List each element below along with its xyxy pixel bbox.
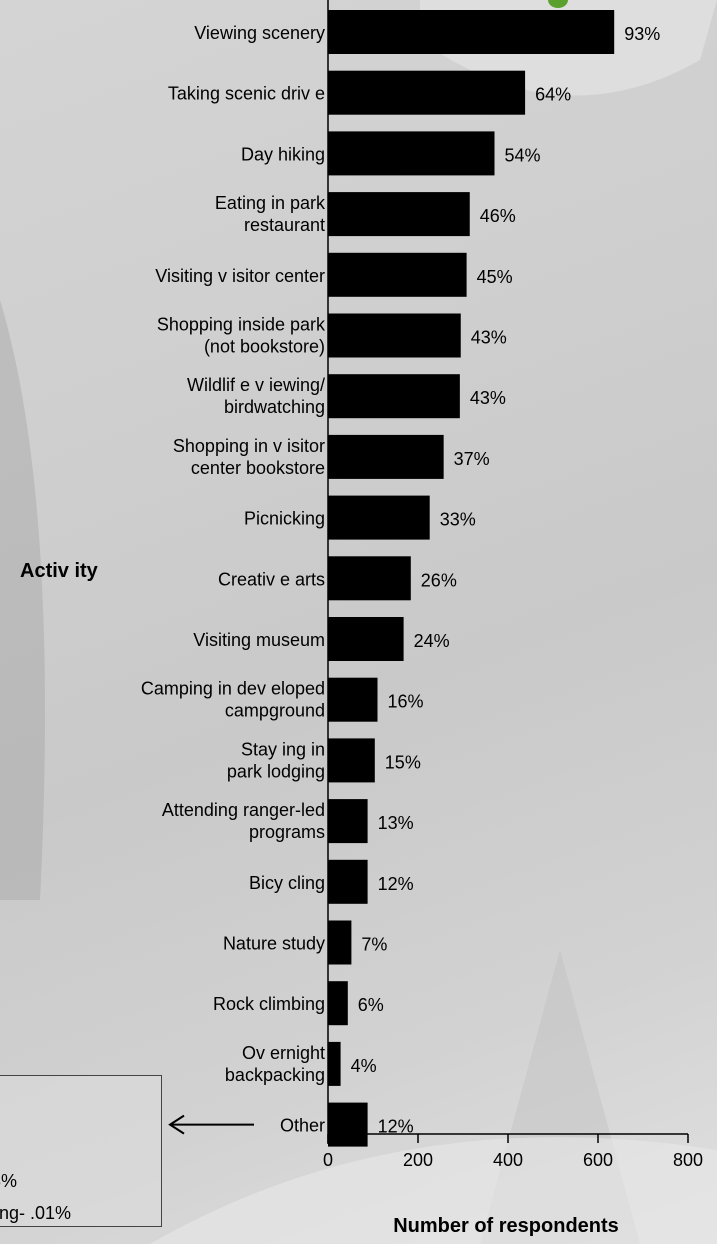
x-tick-label: 200 <box>403 1150 433 1170</box>
value-label: 37% <box>454 449 490 469</box>
bar <box>328 252 467 297</box>
category-label: Stay ing in park lodging <box>227 739 325 781</box>
bar <box>328 313 461 358</box>
bar <box>328 1041 341 1086</box>
bar <box>328 738 375 783</box>
bar <box>328 495 430 540</box>
value-label: 24% <box>414 631 450 651</box>
bar <box>328 859 368 904</box>
bar <box>328 10 615 54</box>
value-label: 43% <box>471 328 507 348</box>
category-label: Shopping inside park (not bookstore) <box>157 315 326 357</box>
value-label: 13% <box>378 813 414 833</box>
bar <box>328 556 411 601</box>
y-axis-title: Activ ity <box>20 560 99 582</box>
bar <box>328 131 495 176</box>
note-line: iding- .01% <box>0 1203 72 1223</box>
value-label: 4% <box>351 1056 377 1076</box>
category-label: Creativ e arts <box>218 569 325 589</box>
value-label: 15% <box>385 752 421 772</box>
x-axis-title: Number of respondents <box>393 1215 619 1237</box>
category-label: Rock climbing <box>213 994 325 1014</box>
value-label: 93% <box>624 24 660 44</box>
bar <box>328 1102 368 1147</box>
other-activities-note: % 03% iding- .01% <box>0 1075 162 1227</box>
bar <box>328 70 526 115</box>
bar <box>328 374 460 419</box>
category-label: Attending ranger-led programs <box>162 800 325 842</box>
note-line: 03% <box>0 1171 18 1191</box>
logo-mark <box>548 0 568 8</box>
x-tick-label: 400 <box>493 1150 523 1170</box>
category-label: Picnicking <box>244 509 325 529</box>
value-label: 6% <box>358 995 384 1015</box>
value-label: 43% <box>470 388 506 408</box>
category-label: Day hiking <box>241 144 325 164</box>
bar <box>328 920 352 965</box>
category-label: Nature study <box>223 934 325 954</box>
value-label: 7% <box>361 935 387 955</box>
category-label: Bicy cling <box>249 873 325 893</box>
x-tick-label: 600 <box>583 1150 613 1170</box>
arrow-head <box>168 1114 185 1135</box>
value-label: 54% <box>505 145 541 165</box>
x-tick-label: 800 <box>673 1150 703 1170</box>
bar <box>328 677 378 722</box>
category-label: Taking scenic driv e <box>168 84 325 104</box>
x-tick-label: 0 <box>323 1150 333 1170</box>
value-label: 46% <box>480 206 516 226</box>
category-label: Ov ernight backpacking <box>225 1043 325 1085</box>
value-label: 26% <box>421 570 457 590</box>
value-label: 33% <box>440 510 476 530</box>
value-label: 45% <box>477 267 513 287</box>
value-label: 12% <box>378 874 414 894</box>
bar <box>328 617 404 661</box>
category-label: Other <box>280 1116 325 1136</box>
category-label: Visiting v isitor center <box>155 266 325 286</box>
category-label: Wildlif e v iewing/birdwatching <box>187 375 325 417</box>
value-label: 16% <box>388 692 424 712</box>
category-label: Viewing scenery <box>194 23 325 43</box>
bar <box>328 192 470 237</box>
category-label: Visiting museum <box>193 630 325 650</box>
bar <box>328 434 444 479</box>
bar <box>328 981 348 1026</box>
category-label: Shopping in v isitor center bookstore <box>173 436 325 478</box>
bar <box>328 799 368 844</box>
value-label: 64% <box>535 85 571 105</box>
category-label: Eating in park restaurant <box>215 193 326 235</box>
value-label: 12% <box>378 1117 414 1137</box>
category-label: Camping in dev eloped campground <box>141 679 325 721</box>
